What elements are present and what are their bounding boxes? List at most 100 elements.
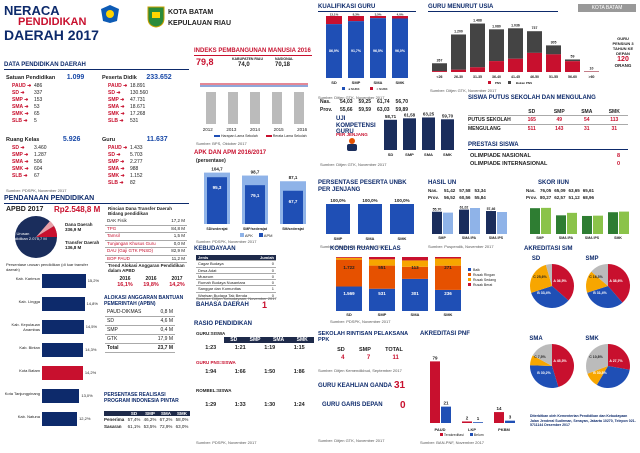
cell-value: 0 [271, 280, 274, 286]
uji-bar [441, 119, 454, 150]
hasil-source: Sumber: Puspendik, November 2017 [428, 244, 494, 249]
uji-nas-smk: 56,70 [395, 99, 409, 105]
kondisi-category: SMA [411, 312, 420, 317]
iiun-heading: SKOR IIUN [538, 180, 570, 186]
stat-key: SMK ➜ [108, 111, 125, 117]
kemdikbud-logo [100, 4, 120, 24]
apk-apm-chart: 104,7 95,3 SD/sederajat 98,7 79,1 SMP/sederaj… [204, 167, 306, 231]
kab-bar-chart: Kab. Karimun 15,2% Kab. Lingga 14,8% Kab. Ke… [4, 272, 102, 442]
un-2016-bar [432, 211, 442, 234]
title-line-2: PENDIDIKAN [18, 16, 87, 28]
uji-prov-smk: 59,89 [395, 107, 409, 113]
ge-s1-label: 96,0% [395, 49, 406, 53]
ge-s1-label: 96,5% [373, 49, 384, 53]
cell-value: 0 [271, 292, 274, 298]
table-row: Desa Adat 0 [196, 268, 276, 274]
prestasi-table: OLIMPIADE NASIONAL 8 OLIMPIADE INTERNASION… [470, 152, 628, 168]
realisasi-key: Sasaran [104, 424, 122, 429]
kondisi-segment [435, 265, 461, 290]
prestasi-heading: PRESTASI SISWA [468, 142, 628, 150]
pie-slice [531, 286, 569, 308]
title-line-1: NERACA [4, 3, 60, 18]
uji-label: 61,58 [404, 112, 416, 117]
stat-key: SMP ➜ [108, 159, 125, 165]
kab-label: Kab. Karimun [15, 276, 40, 281]
uji-prov-row: Prov. 55,66 59,59 63,03 59,89 [320, 107, 408, 113]
pensiun-label: GURU PENSIUN 3 TAHUN KE DEPAN [612, 36, 634, 56]
pie-slice [530, 264, 552, 293]
iiun-chart: SMP SMA IPA SMA IPS SMK [530, 207, 629, 240]
iiun-2017-bar [567, 212, 577, 234]
stat-value: 67 [34, 173, 40, 179]
stat-key: SD ➜ [108, 90, 121, 96]
cell-key: Museum [198, 273, 214, 279]
legend-swatch [468, 268, 471, 271]
rasio-gs-cell: 1:19 [264, 345, 276, 351]
stat-value: 18.671 [130, 104, 146, 110]
realisasi-cell: 67,2% [159, 417, 173, 422]
cell-key: Rumah Budaya Nusantara [198, 280, 246, 286]
table-row: BOP PAUD 11,2 M [105, 256, 187, 263]
batam-emblem [147, 6, 165, 28]
kab-label: Kota Batam [19, 368, 40, 373]
ge-s1-label: 91,7% [351, 49, 362, 53]
trend-title: Trend Alokasi Anggaran Pendidikan dalam … [108, 263, 185, 273]
stat-row: SLB ➜ 82 [108, 180, 190, 187]
apbd-pie [6, 215, 101, 260]
pnf-category: LKP [468, 427, 476, 432]
usia-legend-pns: PNS [495, 81, 501, 85]
table-row: TPG 84,8 M [105, 225, 187, 233]
uji-source: Sumber: Ditjen GTK, November 2017 [320, 162, 387, 167]
uji-category: SMA [424, 152, 433, 157]
table-row: Tunjangan Khusus Guru 0,0 M [105, 241, 187, 248]
rintisan-cell: 11 [392, 355, 399, 361]
ipm-legend-1: Harapan Lama Sekolah [220, 134, 258, 138]
kondisi-segment [369, 259, 395, 266]
pnf-akr-label: 14 [496, 406, 502, 411]
pie-slice [530, 355, 552, 366]
pnf-akr-bar [430, 361, 440, 423]
pnf-legend-1: Terakreditasi [443, 433, 464, 437]
usia-category: 36-40 [492, 75, 501, 79]
trend-value-1: 16,1% [117, 282, 133, 288]
cell-key: SMP [107, 327, 118, 333]
uji-prov-label: Prov. [320, 107, 333, 113]
kondisi-segment [336, 257, 362, 258]
stat-key: SD ➜ [12, 90, 25, 96]
iiun-2017-bar [619, 211, 629, 234]
pie-slice [552, 344, 574, 388]
usia-legend-nonpns: Bukan PNS [516, 81, 532, 85]
pie-slice [608, 344, 630, 370]
ruang-block: Ruang Kelas 5.926 SD ➜ 3.460 SMP ➜ 1.287 SMA… [6, 136, 94, 180]
rincian-title: Rincian Dana Transfer Daerah Bidang pend… [108, 206, 173, 216]
un-2017-bar [470, 208, 480, 234]
ipm-kab-value: 74,0 [238, 62, 250, 68]
prestasi-row: OLIMPIADE NASIONAL 8 [470, 152, 628, 160]
stat-row: SMP ➜ 153 [12, 97, 94, 104]
kab-bar [42, 297, 85, 311]
stat-value: 988 [130, 166, 139, 172]
usia-label: 10 [590, 66, 594, 70]
guru-rows: PAUD ➜ 1.433 SD ➜ 5.703 SMP ➜ 2.277 SMA ➜ 988 SM… [108, 145, 190, 187]
ipm-source: Sumber: BPS, Oktober 2017 [196, 141, 247, 146]
rasio-gs-cell: 1:15 [293, 345, 305, 351]
uji-heading: UJI KOMPETENSI GURU [336, 116, 376, 136]
iiun-2017-bar [541, 207, 551, 234]
putus-cell: 31 [611, 126, 618, 132]
rasio-col: SMA [273, 337, 285, 343]
legend-text: Rusak Ringan [473, 273, 495, 277]
realisasi-cell: 58,0% [175, 417, 189, 422]
cell-value: 1 [271, 286, 274, 292]
stat-key: SLB ➜ [12, 173, 28, 179]
pnf-legend: Terakreditasi Belum [440, 433, 484, 437]
uji-nas-sma: 61,74 [377, 99, 390, 105]
cell-key: TPG [107, 225, 117, 231]
cell-value: 4,6 M [160, 318, 173, 324]
uji-sub: PER JENJANG [336, 132, 368, 137]
pie-transfer [36, 221, 54, 237]
kab-label: Kab. Kepulauan Anambas [11, 322, 40, 332]
pie-slice [591, 264, 608, 286]
iiun-category: SMA IPA [559, 236, 574, 240]
kab-bar [42, 274, 86, 288]
